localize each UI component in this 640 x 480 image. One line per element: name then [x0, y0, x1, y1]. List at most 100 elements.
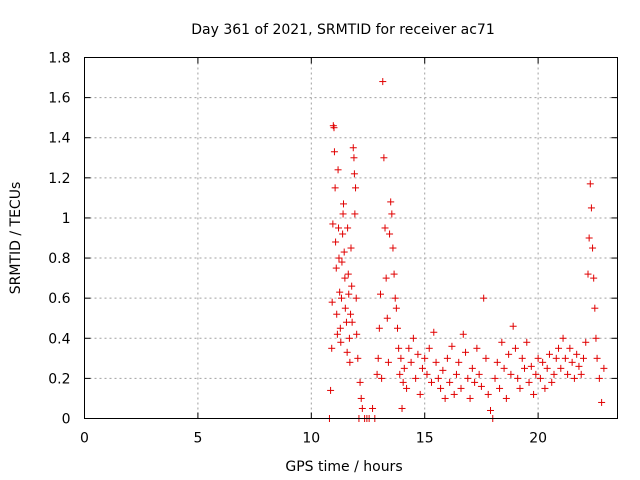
data-point [351, 210, 359, 218]
data-point [486, 406, 494, 414]
data-point [333, 310, 341, 318]
data-point [330, 124, 338, 132]
data-point [466, 394, 474, 402]
data-point [333, 330, 341, 338]
data-point [391, 294, 399, 302]
data-point [395, 344, 403, 352]
data-point [343, 348, 351, 356]
data-point [336, 288, 344, 296]
data-point [505, 350, 513, 358]
data-point [345, 290, 353, 298]
data-point [409, 334, 417, 342]
y-axis-label: SRMTID / TECUs [8, 182, 24, 295]
data-point [573, 350, 581, 358]
data-point [337, 338, 345, 346]
tick-labels: 0 5 10 15 20 0 0.2 0.4 0.6 0.8 1 1.2 1.4 1.6 1.8 [48, 51, 547, 447]
data-point [405, 344, 413, 352]
data-point [369, 404, 377, 412]
data-point [380, 154, 388, 162]
data-point [403, 384, 411, 392]
data-point [374, 354, 382, 362]
data-point [386, 230, 394, 238]
y-tick-label: 0.6 [48, 291, 70, 307]
data-point [439, 366, 447, 374]
data-point [393, 324, 401, 332]
data-point [434, 374, 442, 382]
data-point [450, 390, 458, 398]
data-point [418, 364, 426, 372]
data-point [397, 354, 405, 362]
x-tick-label: 20 [529, 431, 547, 447]
data-point [525, 378, 533, 386]
data-point [354, 354, 362, 362]
data-point [518, 354, 526, 362]
data-point [557, 364, 565, 372]
data-point [357, 394, 365, 402]
data-point [428, 378, 436, 386]
data-point [541, 384, 549, 392]
data-point [585, 234, 593, 242]
data-point [412, 374, 420, 382]
data-point [344, 270, 352, 278]
data-point [327, 386, 335, 394]
data-point [577, 370, 585, 378]
data-point [332, 264, 340, 272]
data-point [473, 344, 481, 352]
y-tick-label: 0.4 [48, 331, 70, 347]
data-point [584, 270, 592, 278]
data-point [462, 348, 470, 356]
data-point [396, 370, 404, 378]
data-point [446, 378, 454, 386]
data-point [530, 390, 538, 398]
data-point [595, 374, 603, 382]
data-point [330, 148, 338, 156]
data-point [416, 390, 424, 398]
data-point [373, 370, 381, 378]
data-point [514, 374, 522, 382]
data-point [339, 230, 347, 238]
data-point [353, 330, 361, 338]
x-tick-label: 0 [80, 431, 89, 447]
data-point [382, 274, 390, 282]
x-axis-label: GPS time / hours [285, 459, 402, 475]
data-point [579, 354, 587, 362]
data-point [432, 358, 440, 366]
data-point [575, 362, 583, 370]
data-point [328, 344, 336, 352]
x-tick-label: 10 [302, 431, 320, 447]
data-point [570, 374, 578, 382]
data-point [352, 184, 360, 192]
data-point [437, 384, 445, 392]
data-point [464, 374, 472, 382]
data-point [389, 244, 397, 252]
data-point [582, 338, 590, 346]
y-tick-label: 0.2 [48, 371, 70, 387]
data-point [471, 378, 479, 386]
data-point [457, 384, 465, 392]
data-point [425, 344, 433, 352]
data-point [593, 354, 601, 362]
data-point [331, 184, 339, 192]
data-point [378, 374, 386, 382]
data-point [564, 370, 572, 378]
data-point [399, 378, 407, 386]
data-point [341, 304, 349, 312]
data-point [383, 314, 391, 322]
data-point [545, 350, 553, 358]
data-point [341, 274, 349, 282]
data-point [390, 270, 398, 278]
gridlines [84, 57, 618, 419]
data-point [511, 344, 519, 352]
data-point [392, 304, 400, 312]
data-point [388, 210, 396, 218]
data-point [400, 364, 408, 372]
data-point [348, 318, 356, 326]
data-point [484, 390, 492, 398]
data-point [523, 338, 531, 346]
y-tick-label: 0.8 [48, 251, 70, 267]
data-point [561, 354, 569, 362]
x-tick-label: 15 [416, 431, 434, 447]
data-point [387, 198, 395, 206]
data-point [559, 334, 567, 342]
